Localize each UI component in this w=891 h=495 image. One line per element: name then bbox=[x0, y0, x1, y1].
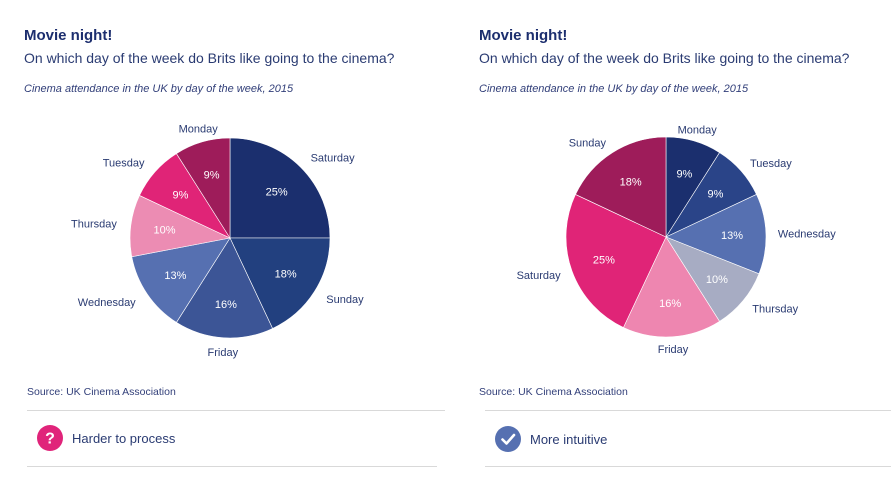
pie-slice-saturday bbox=[229, 137, 331, 239]
category-label-saturday: Saturday bbox=[311, 152, 356, 164]
pie-slice-sunday bbox=[575, 136, 667, 238]
category-label-sunday: Sunday bbox=[326, 294, 364, 306]
chart-panel-right: Movie night! On which day of the week do… bbox=[455, 0, 891, 495]
verdict-right: More intuitive bbox=[495, 426, 607, 452]
pie-slice-saturday bbox=[565, 194, 667, 328]
pie-chart-left: 25% Saturday 18% Sunday 16% Friday 13% Wednesda… bbox=[71, 124, 364, 359]
category-label-monday: Monday bbox=[179, 124, 219, 136]
category-label-sunday: Sunday bbox=[569, 137, 607, 149]
data-label-monday: 9% bbox=[676, 169, 692, 181]
chart-source: Source: UK Cinema Association bbox=[479, 386, 628, 398]
pie-chart-right: 9% Monday 9% Tuesday 13% Wednesday 10% Thursday… bbox=[517, 124, 837, 356]
divider bbox=[27, 466, 437, 467]
chart-caption: Cinema attendance in the UK by day of th… bbox=[479, 83, 749, 95]
data-label-sunday: 18% bbox=[275, 268, 297, 280]
category-label-thursday: Thursday bbox=[752, 303, 798, 315]
verdict-label: More intuitive bbox=[530, 431, 608, 447]
pie-slice-wednesday bbox=[131, 237, 231, 323]
chart-title: Movie night! bbox=[479, 27, 568, 44]
category-label-friday: Friday bbox=[658, 344, 689, 356]
divider bbox=[485, 410, 891, 411]
checkmark-icon bbox=[495, 426, 521, 452]
pie-slice-friday bbox=[176, 237, 273, 339]
chart-title: Movie night! bbox=[24, 27, 113, 44]
data-label-thursday: 10% bbox=[706, 274, 728, 286]
svg-text:?: ? bbox=[45, 431, 55, 448]
data-label-tuesday: 9% bbox=[173, 189, 189, 201]
chart-subtitle: On which day of the week do Brits like g… bbox=[479, 50, 850, 66]
chart-panel-left: Movie night! On which day of the week do… bbox=[24, 27, 445, 467]
data-label-tuesday: 9% bbox=[708, 188, 724, 200]
category-label-monday: Monday bbox=[678, 124, 718, 136]
pie-slice-friday bbox=[623, 236, 720, 338]
chart-source: Source: UK Cinema Association bbox=[27, 386, 176, 398]
chart-subtitle: On which day of the week do Brits like g… bbox=[24, 50, 395, 66]
data-label-friday: 16% bbox=[215, 299, 237, 311]
chart-caption: Cinema attendance in the UK by day of th… bbox=[24, 83, 294, 95]
category-label-tuesday: Tuesday bbox=[750, 158, 792, 170]
data-label-saturday: 25% bbox=[593, 254, 615, 266]
category-label-friday: Friday bbox=[208, 347, 239, 359]
data-label-sunday: 18% bbox=[620, 176, 642, 188]
verdict-label: Harder to process bbox=[72, 430, 176, 446]
category-label-tuesday: Tuesday bbox=[103, 158, 145, 170]
divider bbox=[27, 410, 445, 411]
data-label-wednesday: 13% bbox=[164, 270, 186, 282]
question-mark-icon: ? bbox=[37, 425, 63, 451]
data-label-monday: 9% bbox=[204, 170, 220, 182]
category-label-saturday: Saturday bbox=[517, 270, 562, 282]
data-label-friday: 16% bbox=[659, 298, 681, 310]
pie-slice-sunday bbox=[229, 237, 331, 329]
pie-slice-monday bbox=[176, 137, 231, 240]
category-label-wednesday: Wednesday bbox=[778, 229, 836, 241]
data-label-thursday: 10% bbox=[153, 225, 175, 237]
pie-slice-wednesday bbox=[665, 194, 767, 275]
category-label-wednesday: Wednesday bbox=[78, 297, 136, 309]
verdict-left: ? Harder to process bbox=[37, 425, 175, 451]
category-label-thursday: Thursday bbox=[71, 219, 117, 231]
data-label-wednesday: 13% bbox=[721, 230, 743, 242]
data-label-saturday: 25% bbox=[266, 186, 288, 198]
divider bbox=[485, 466, 891, 467]
